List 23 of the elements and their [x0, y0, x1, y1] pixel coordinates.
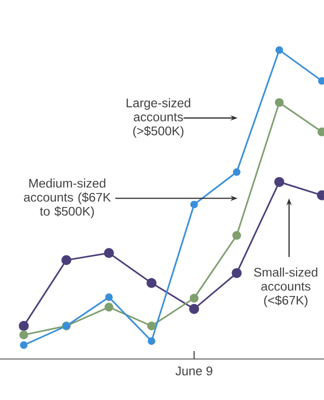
point [104, 302, 114, 312]
point [148, 337, 156, 345]
point [19, 330, 28, 340]
point [61, 255, 72, 266]
point [232, 268, 242, 278]
point [190, 294, 199, 303]
point [18, 320, 29, 331]
point [20, 341, 28, 349]
point [274, 98, 284, 107]
point [275, 46, 284, 54]
point [146, 278, 157, 288]
point [105, 293, 113, 301]
point [190, 200, 198, 208]
text: June 9 [176, 366, 212, 376]
annotation: Medium-sized accounts ($67K to $500K) [24, 178, 111, 218]
point [274, 176, 284, 187]
point [232, 231, 242, 240]
point [104, 248, 114, 258]
annotation: Small-sized accounts (<$67K) [254, 267, 318, 308]
point [232, 168, 240, 176]
point [189, 304, 200, 314]
annotation: Large-sized accounts (>$500K) [126, 98, 190, 138]
point [147, 322, 156, 330]
